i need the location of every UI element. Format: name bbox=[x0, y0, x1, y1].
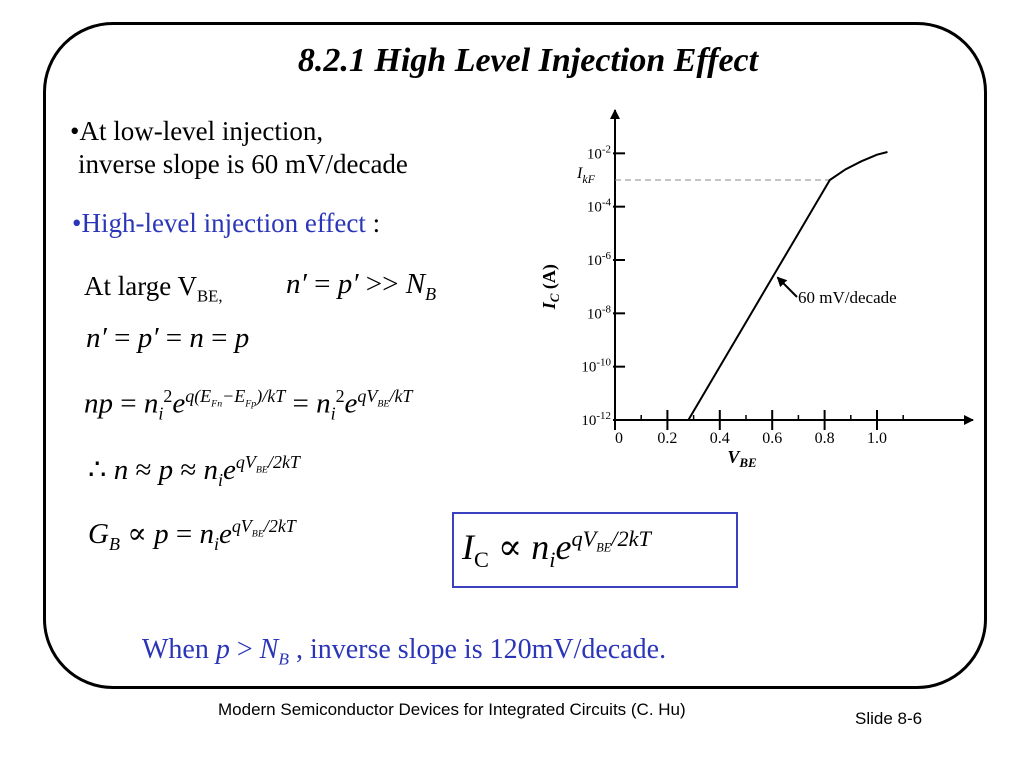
at-large-label: At large V bbox=[84, 271, 197, 301]
x-tick-label: 0 bbox=[615, 430, 623, 447]
x-tick-label: 1.0 bbox=[867, 430, 887, 447]
x-axis-label: VBE bbox=[727, 447, 757, 470]
slide-title: 8.2.1 High Level Injection Effect bbox=[297, 42, 759, 79]
bullet-high-level-colon: : bbox=[365, 208, 381, 238]
y-axis-label: IC (A) bbox=[539, 264, 562, 310]
bottom-note: When p > NB , inverse slope is 120mV/dec… bbox=[142, 634, 667, 669]
bullet-low-level-line1: •At low-level injection, bbox=[70, 116, 324, 146]
at-large-vbe-text: At large VBE, bbox=[84, 270, 223, 312]
ic-curve bbox=[687, 151, 888, 421]
equation-np-product: np = ni2eq(EFn−EFp)/kT = ni2eqVBE/kT bbox=[84, 386, 413, 424]
bullet-low-level: •At low-level injection, inverse slope i… bbox=[70, 115, 408, 181]
footer-slide-number: Slide 8-6 bbox=[855, 709, 923, 728]
slide-frame bbox=[43, 22, 987, 689]
equation-ic-proportional: IC ∝ nieqVBE/2kT bbox=[462, 526, 651, 573]
bullet-high-level-label: •High-level injection effect bbox=[72, 208, 366, 238]
ic-vbe-chart: 0 0.2 0.4 0.6 0.8 1.0 10-2 10-4 10-6 10-8 10-10 10-… bbox=[539, 109, 974, 470]
slope-annotation: 60 mV/decade bbox=[798, 288, 897, 307]
x-tick-label: 0.8 bbox=[815, 430, 835, 447]
y-tick-label: 10-4 bbox=[587, 197, 612, 216]
equation-n-approx-p: ∴ n ≈ p ≈ nieqVBE/2kT bbox=[88, 452, 300, 490]
bullet-high-level: •High-level injection effect : bbox=[72, 207, 380, 240]
equation-high-injection-condition: n′ = p′ >> NB bbox=[286, 268, 437, 304]
y-tick-label: 10-10 bbox=[581, 357, 611, 376]
bottom-note-suffix: , inverse slope is 120mV/decade. bbox=[288, 634, 667, 665]
bullet-low-level-line2: inverse slope is 60 mV/decade bbox=[78, 149, 408, 179]
y-tick-label: 10-2 bbox=[587, 143, 611, 162]
axis-ticks: 0 0.2 0.4 0.6 0.8 1.0 10-2 10-4 10-6 10-8 10-10 10-… bbox=[581, 143, 904, 447]
x-tick-label: 0.6 bbox=[762, 430, 782, 447]
boxed-ic-equation: IC ∝ nieqVBE/2kT bbox=[452, 512, 738, 588]
ikf-label: IkF bbox=[576, 165, 596, 186]
annotation-arrow bbox=[776, 276, 798, 298]
x-tick-label: 0.2 bbox=[657, 430, 677, 447]
at-large-sub: BE, bbox=[196, 286, 223, 306]
y-tick-label: 10-12 bbox=[581, 410, 611, 429]
x-tick-label: 0.4 bbox=[710, 430, 730, 447]
y-tick-label: 10-6 bbox=[587, 250, 612, 269]
y-tick-label: 10-8 bbox=[587, 303, 612, 322]
bottom-note-prefix: When bbox=[142, 634, 216, 665]
equation-n-equals-p: n′ = p′ = n = p bbox=[86, 322, 250, 354]
footer-source: Modern Semiconductor Devices for Integra… bbox=[218, 700, 686, 719]
equation-gummel-number: GB ∝ p = nieqVBE/2kT bbox=[88, 516, 296, 554]
